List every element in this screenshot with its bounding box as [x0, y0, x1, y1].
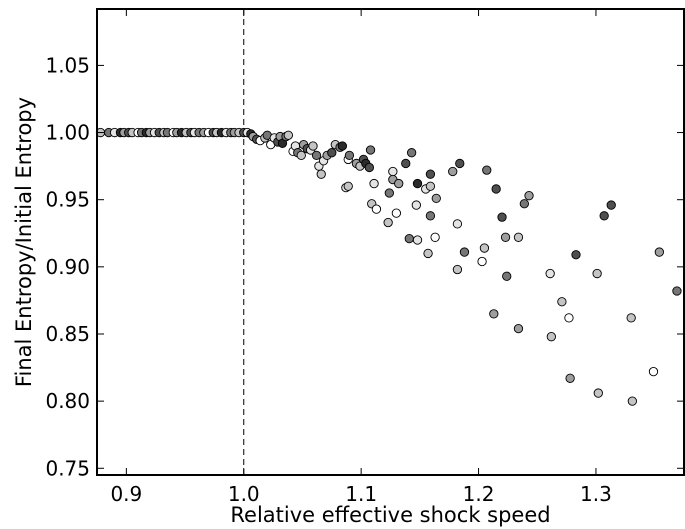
data-point — [343, 181, 353, 191]
data-point — [296, 150, 306, 161]
data-point — [452, 219, 463, 229]
data-point — [406, 148, 417, 158]
data-point — [383, 217, 393, 228]
data-point — [308, 141, 318, 151]
data-point — [384, 188, 394, 198]
data-point — [459, 247, 470, 257]
data-point — [371, 204, 382, 214]
data-point — [365, 145, 376, 155]
data-point — [425, 169, 436, 179]
data-point — [502, 271, 512, 281]
y-axis-label: Final Entropy/Initial Entropy — [12, 97, 36, 387]
x-tick-label: 1.0 — [228, 482, 260, 506]
data-point — [513, 232, 524, 242]
data-point — [337, 141, 348, 151]
data-point — [412, 235, 423, 245]
data-point — [592, 268, 602, 279]
data-point — [411, 200, 421, 210]
data-point — [394, 178, 404, 189]
y-tick-label: 0.85 — [45, 322, 90, 346]
data-point — [311, 150, 322, 161]
data-point — [431, 193, 441, 204]
data-points — [95, 127, 682, 406]
data-point — [448, 166, 458, 177]
data-point — [497, 212, 507, 222]
data-point — [565, 373, 575, 383]
data-point — [283, 130, 294, 140]
data-point — [491, 184, 501, 194]
data-point — [599, 211, 609, 221]
data-point — [545, 268, 555, 279]
data-point — [524, 191, 534, 201]
y-tick-label: 1.05 — [45, 53, 90, 77]
data-point — [401, 158, 411, 169]
y-tick-label: 0.90 — [45, 255, 90, 279]
data-point — [423, 248, 433, 259]
data-point — [627, 396, 637, 406]
data-point — [654, 247, 664, 257]
x-tick-label: 1.3 — [580, 482, 612, 506]
data-point — [344, 150, 355, 161]
data-point — [500, 232, 511, 242]
data-point — [606, 200, 616, 210]
y-tick-label: 0.75 — [45, 456, 90, 480]
x-tick-label: 1.1 — [345, 482, 377, 506]
data-point — [404, 233, 414, 244]
data-point — [430, 232, 440, 242]
data-point — [482, 165, 492, 175]
data-point — [364, 162, 375, 173]
data-point — [425, 181, 436, 191]
y-tick-label: 1.00 — [45, 121, 90, 145]
y-tick-label: 0.95 — [45, 188, 90, 212]
data-point — [425, 211, 436, 221]
data-point — [479, 243, 490, 253]
data-point — [327, 148, 337, 158]
data-point — [557, 297, 567, 307]
data-point — [412, 178, 423, 189]
x-tick-label: 0.9 — [110, 482, 142, 506]
data-point — [369, 178, 379, 189]
x-axis-label: Relative effective shock speed — [230, 503, 550, 527]
data-point — [391, 208, 402, 218]
data-point — [648, 366, 659, 377]
data-point — [546, 332, 556, 342]
data-point — [489, 309, 499, 319]
data-point — [477, 256, 487, 267]
data-point — [672, 286, 682, 296]
data-point — [519, 199, 529, 209]
plot-frame — [96, 8, 685, 476]
y-axis-ticks: 0.75 0.80 0.85 0.90 0.95 1.00 1.05 — [45, 53, 684, 480]
data-point — [452, 264, 463, 275]
data-point — [455, 158, 465, 169]
y-tick-label: 0.80 — [45, 389, 90, 413]
data-point — [513, 323, 524, 334]
data-point — [626, 313, 636, 323]
data-point — [564, 313, 574, 323]
x-tick-label: 1.2 — [463, 482, 495, 506]
data-point — [316, 169, 326, 179]
x-axis-ticks: 0.9 1.0 1.1 1.2 1.3 — [110, 9, 612, 506]
data-point — [593, 388, 603, 398]
data-point — [571, 250, 581, 260]
data-point — [388, 166, 398, 177]
